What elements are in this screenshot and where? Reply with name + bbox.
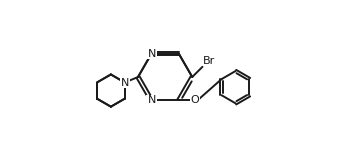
Text: Br: Br	[203, 56, 215, 66]
Text: N: N	[147, 95, 156, 105]
Text: N: N	[121, 77, 129, 87]
Text: O: O	[190, 95, 199, 105]
Text: N: N	[147, 49, 156, 59]
